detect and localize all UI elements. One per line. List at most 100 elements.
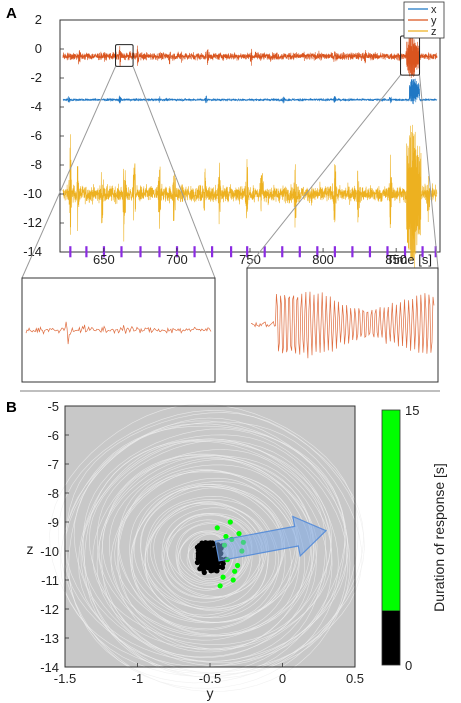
zoom-inset-left-trace [25, 321, 212, 345]
y-tick-label: -14 [40, 660, 59, 675]
x-tick-label: 850 [385, 252, 407, 267]
trajectory-loop [78, 438, 339, 662]
stimulus-marker [69, 246, 72, 258]
x-tick-label: 700 [166, 252, 188, 267]
x-tick-label: 750 [239, 252, 261, 267]
series-line-y [62, 34, 438, 79]
trajectory-loop [101, 449, 333, 658]
y-tick-label: -2 [30, 70, 42, 85]
scatter-point-short [206, 565, 213, 571]
zoom-inset-left [21, 277, 216, 383]
trajectory-loop [167, 519, 249, 591]
y-tick-label: -6 [30, 128, 42, 143]
scatter-point-long [236, 531, 242, 537]
scatter-point-long [232, 568, 238, 574]
zoom-window-rect [115, 44, 134, 67]
stimulus-marker [351, 246, 354, 258]
zoom-inset-trace-line [251, 291, 435, 359]
scatter-points-group [194, 519, 246, 589]
stimulus-marker [193, 246, 196, 258]
stimulus-marker [421, 246, 424, 258]
trajectory-loop [153, 503, 263, 603]
scatter-point-short [220, 561, 226, 567]
stimulus-marker [230, 246, 233, 258]
trajectory-loop [101, 456, 312, 651]
y-tick-label: -10 [40, 544, 59, 559]
y-tick-label: -12 [23, 215, 42, 230]
stimulus-marker-group [69, 246, 437, 258]
zoom-inset-right-trace [251, 291, 435, 359]
scatter-point-short [196, 543, 202, 549]
scatter-point-short [195, 553, 201, 559]
x-tick-label: -1 [132, 671, 144, 686]
zoom-connector-line [21, 66, 116, 279]
trajectory-loop [49, 403, 359, 692]
scatter-point-long [220, 574, 226, 580]
colorbar: 0 15 Duration of response [s] [381, 403, 447, 673]
trajectory-loop [176, 523, 246, 586]
y-tick-label: -5 [47, 399, 59, 414]
scatter-point-short [207, 543, 213, 549]
trajectory-loop [166, 513, 253, 590]
trajectory-loop [68, 421, 363, 677]
stimulus-marker [386, 246, 389, 258]
x-tick-label: 800 [312, 252, 334, 267]
legend-label-y: y [431, 15, 437, 27]
y-tick-label: -9 [47, 515, 59, 530]
stimulus-marker [368, 246, 372, 258]
scatter-point-short [208, 548, 214, 555]
scatter-point-long [234, 562, 241, 569]
trajectory-loop [130, 485, 292, 623]
stimulus-marker [316, 246, 319, 258]
stimulus-marker [139, 246, 142, 258]
stimulus-marker [263, 246, 266, 258]
panel-a-series-group [62, 34, 438, 270]
trajectory-loop [82, 428, 349, 674]
zoom-connector-line [419, 75, 439, 269]
x-tick-label: 0 [279, 671, 286, 686]
zoom-insets [21, 267, 439, 383]
stimulus-marker [246, 246, 249, 258]
trajectory-loop [139, 483, 286, 619]
trajectory-loop [96, 440, 331, 658]
trajectory-loop [129, 477, 299, 630]
scatter-point-short [199, 549, 205, 555]
trajectory-loop [132, 481, 300, 624]
trajectory-loop [117, 470, 298, 635]
trajectory-loop [117, 459, 315, 641]
panel-b-x-axis-title: y [207, 685, 214, 701]
x-tick-label: 650 [93, 252, 115, 267]
scatter-point-short [216, 564, 222, 570]
trajectory-loop [60, 425, 351, 673]
zoom-inset-right [246, 267, 439, 383]
trajectory-loop [163, 513, 264, 599]
scatter-point-short [204, 556, 210, 562]
zoom-window-group [21, 35, 439, 279]
trajectory-loop [73, 417, 346, 678]
stimulus-marker [403, 246, 407, 258]
stimulus-marker [298, 246, 301, 258]
panel-a-y-ticks: -14 -12 -10 -8 -6 -4 -2 0 2 [23, 12, 64, 259]
panel-b-y-ticks: -14 -13 -12 -11 -10 -9 -8 -7 -6 -5 [40, 399, 69, 675]
panel-b-phase-plot: -14 -13 -12 -11 -10 -9 -8 -7 -6 -5 -1.5 -1 -0.5 0 0.5… [27, 399, 448, 701]
zoom-connector-line [132, 66, 216, 279]
direction-arrow [214, 515, 328, 562]
colorbar-frame [381, 409, 401, 666]
panel-b-x-ticks: -1.5 -1 -0.5 0 0.5 [54, 663, 364, 686]
panel-a-x-ticks: 650 700 750 800 850 [93, 248, 407, 267]
stimulus-marker [434, 246, 437, 258]
scatter-point-long [230, 577, 236, 583]
legend: xyz [403, 1, 445, 39]
trajectory-loop [57, 410, 364, 689]
zoom-inset-trace-line [25, 321, 212, 345]
stimulus-marker [120, 246, 123, 258]
y-tick-label: -10 [23, 186, 42, 201]
zoom-connector-line [246, 74, 401, 269]
panel-label-b: B [6, 399, 17, 416]
trajectory-loop [65, 412, 365, 684]
legend-label-z: z [431, 26, 437, 38]
scatter-point-long [214, 525, 220, 531]
series-line-x [62, 78, 438, 105]
trajectory-loop [80, 439, 333, 664]
